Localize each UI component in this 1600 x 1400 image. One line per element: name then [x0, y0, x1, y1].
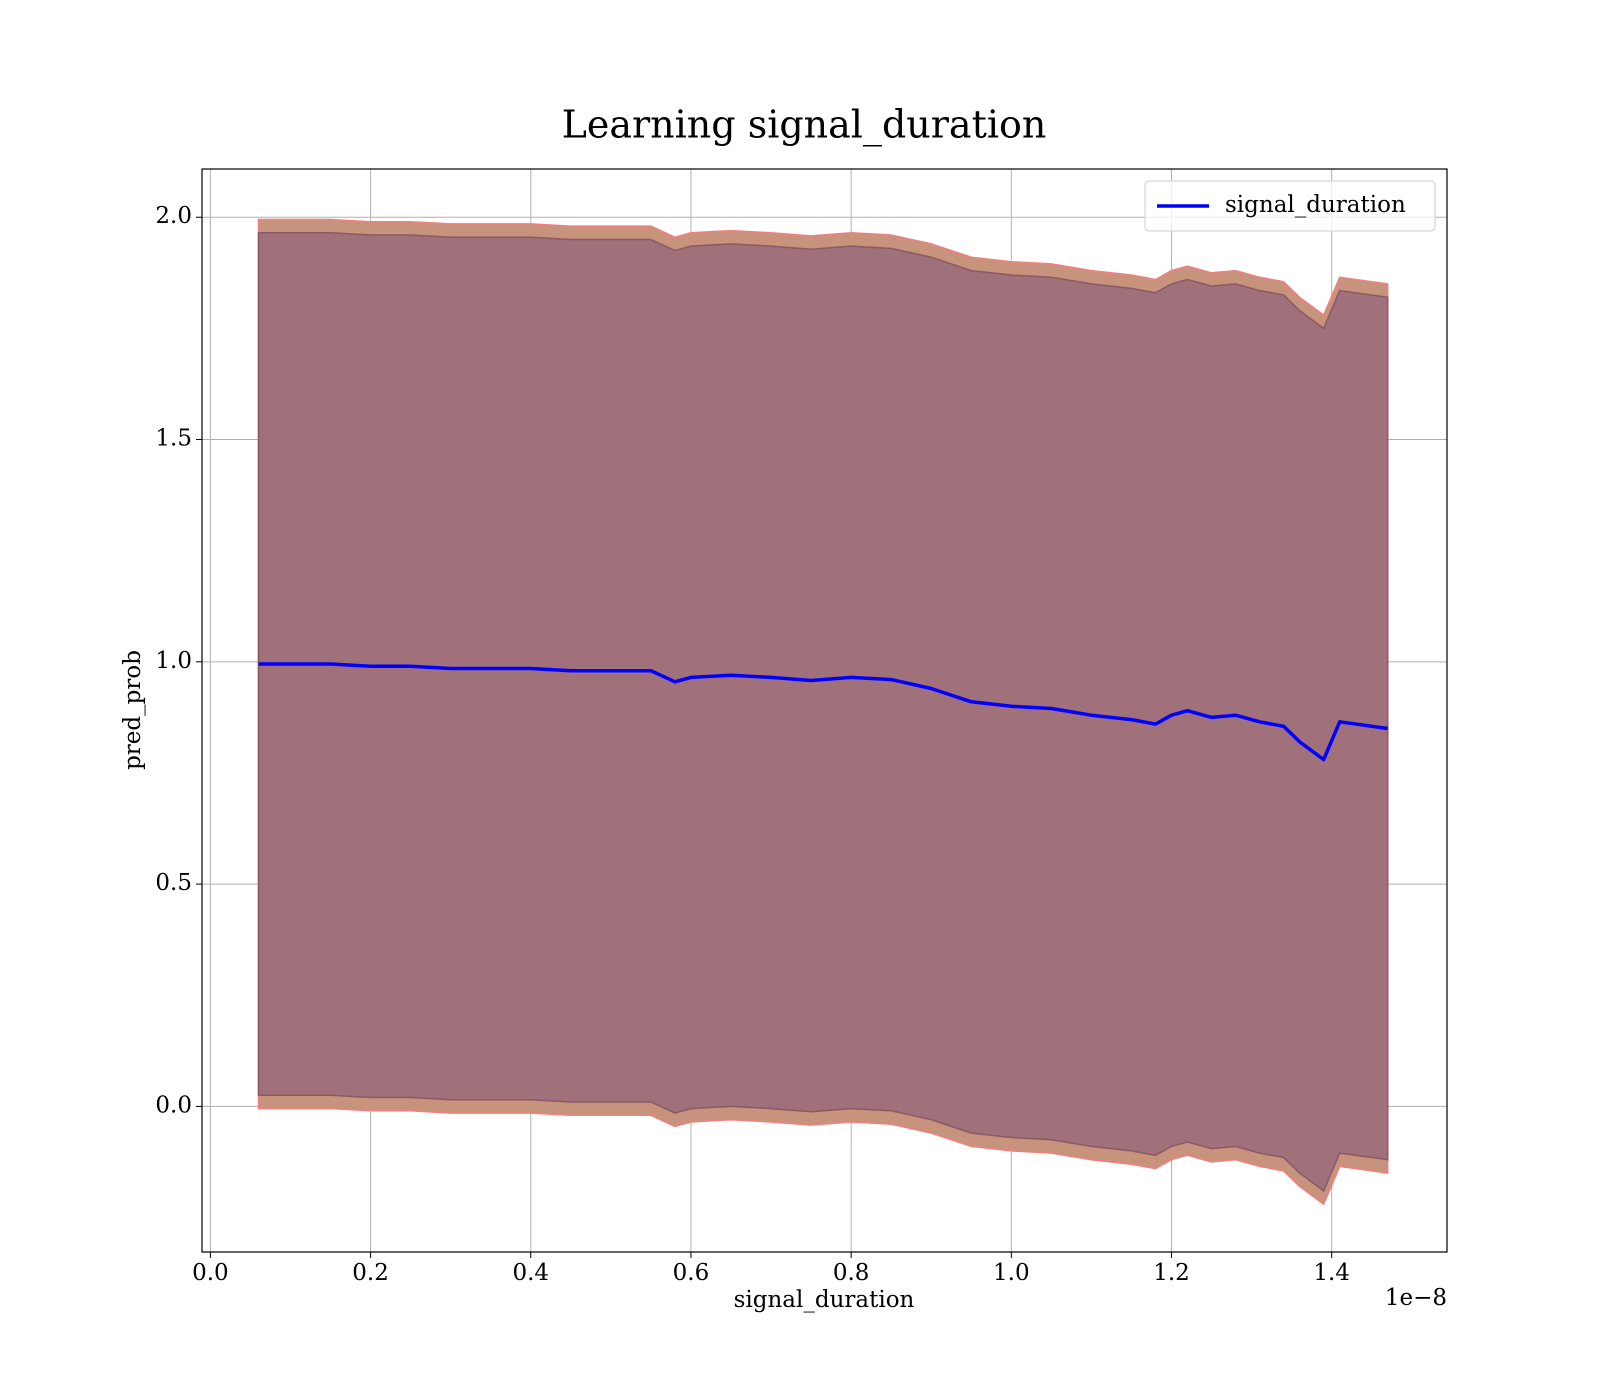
x-tick-label: 0.0	[192, 1260, 229, 1286]
x-offset-label: 1e−8	[1385, 1285, 1447, 1311]
y-tick-label: 2.0	[155, 203, 192, 229]
plot-area	[257, 218, 1389, 1206]
y-tick-label: 1.5	[155, 426, 192, 452]
y-tick-label: 1.0	[155, 648, 192, 674]
x-tick-label: 1.2	[1153, 1260, 1190, 1286]
y-axis-label: pred_prob	[120, 650, 146, 770]
legend-box	[1144, 180, 1436, 232]
x-tick-label: 0.2	[352, 1260, 389, 1286]
y-tick-label: 0.0	[155, 1092, 192, 1118]
x-tick-label: 1.4	[1313, 1260, 1350, 1286]
line	[258, 662, 1388, 762]
axes-frame	[201, 168, 1448, 1253]
x-tick-label: 0.4	[512, 1260, 549, 1286]
x-axis-label: signal_duration	[734, 1287, 915, 1313]
x-tick-label: 0.8	[833, 1260, 870, 1286]
band	[257, 232, 1389, 1193]
x-tick-label: 1.0	[993, 1260, 1030, 1286]
x-tick-label: 0.6	[673, 1260, 710, 1286]
y-tick-label: 0.5	[155, 870, 192, 896]
chart-title: Learning signal_duration	[562, 103, 1047, 148]
legend-label: signal_duration	[1225, 192, 1406, 218]
